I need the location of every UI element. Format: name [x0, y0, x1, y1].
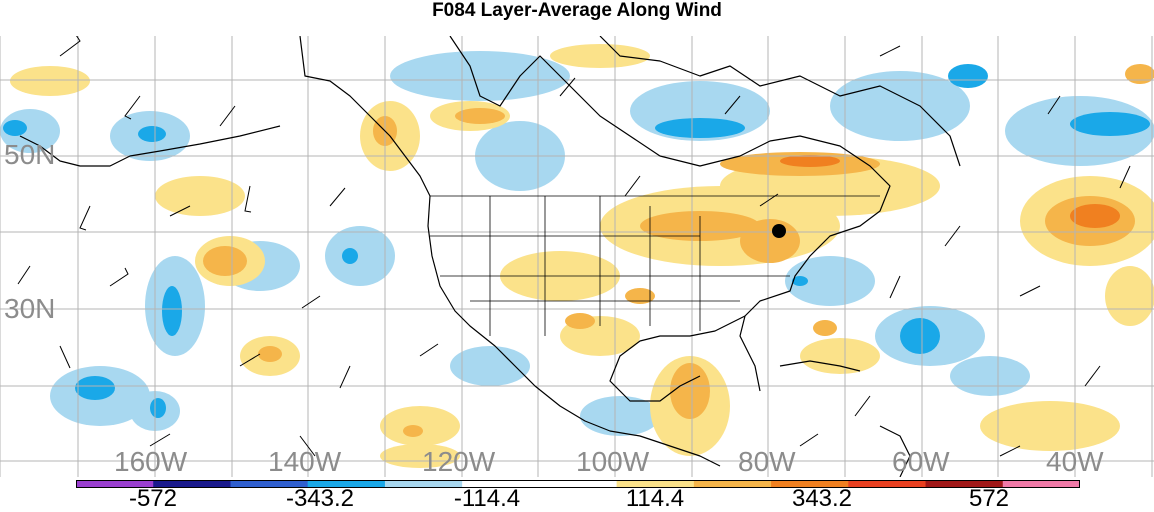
lon-label-80w: 80W [738, 446, 796, 477]
colorbar-swatch [848, 480, 927, 488]
lat-label-30n: 30N [4, 293, 56, 324]
state-borders [430, 195, 880, 336]
colorbar-swatch [1002, 480, 1080, 488]
lon-label-100w: 100W [576, 446, 650, 477]
map-panel [0, 36, 1154, 477]
lon-label-140w: 140W [268, 446, 342, 477]
colorbar [76, 480, 1080, 488]
lat-label-50n: 50N [4, 139, 56, 170]
lon-label-160w: 160W [114, 446, 188, 477]
colorbar-swatch [230, 480, 309, 488]
colorbar-swatch [925, 480, 1004, 488]
colorbar-swatch [76, 480, 154, 488]
colorbar-tick-label: -343.2 [285, 485, 355, 512]
colorbar-tick-label: -114.4 [453, 485, 521, 512]
colorbar-swatch [771, 480, 849, 488]
colorbar-swatch [616, 480, 695, 488]
lon-label-60w: 60W [892, 446, 950, 477]
graticule [0, 36, 1154, 477]
colorbar-swatch [539, 480, 618, 488]
colorbar-swatch [307, 480, 386, 488]
colorbar-tick-label: -572 [128, 485, 178, 512]
anomaly-shading [0, 44, 1154, 468]
lon-label-40w: 40W [1046, 446, 1104, 477]
chart-title: F084 Layer-Average Along Wind [432, 0, 722, 21]
colorbar-swatch [462, 480, 540, 488]
lon-label-120w: 120W [422, 446, 496, 477]
colorbar-tick-label: 114.4 [625, 485, 685, 512]
location-dot-icon [772, 224, 786, 238]
wind-barbs [17, 36, 1131, 457]
colorbar-tick-label: 572 [968, 485, 1010, 512]
colorbar-tick-label: 343.2 [791, 485, 853, 512]
colorbar-swatch [693, 480, 772, 488]
colorbar-swatch [384, 480, 463, 488]
colorbar-swatch [153, 480, 231, 488]
coastlines [19, 36, 961, 477]
